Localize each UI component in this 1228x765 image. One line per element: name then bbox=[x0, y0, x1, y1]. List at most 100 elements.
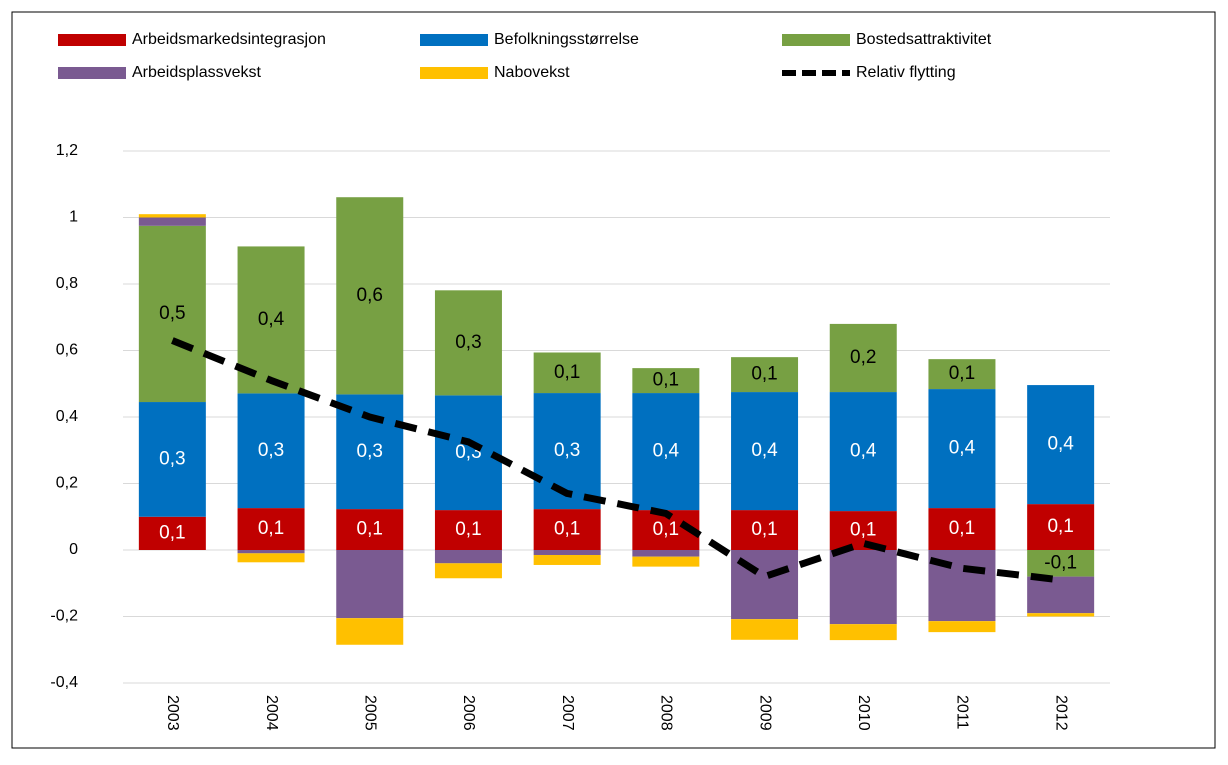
data-label: 0,1 bbox=[949, 518, 975, 539]
data-label: 0,4 bbox=[850, 441, 877, 462]
data-label: 0,1 bbox=[850, 520, 876, 541]
bar-segment bbox=[138, 225, 206, 403]
bar-segment bbox=[138, 402, 206, 517]
bar-segment bbox=[434, 395, 502, 511]
data-label: 0,1 bbox=[751, 519, 777, 540]
bar-segment bbox=[731, 510, 799, 550]
bar-segment bbox=[632, 368, 700, 394]
y-tick-label: 0 bbox=[69, 541, 78, 558]
data-label: 0,1 bbox=[949, 363, 975, 384]
data-label: 0,1 bbox=[751, 364, 777, 385]
line-series bbox=[171, 337, 1062, 584]
bar-segment bbox=[336, 618, 404, 645]
bar-segment bbox=[237, 550, 305, 554]
data-label: 0,1 bbox=[159, 522, 185, 543]
bar-segment bbox=[632, 550, 700, 557]
y-tick-label: 0,8 bbox=[56, 275, 78, 292]
bar-segment bbox=[336, 550, 404, 619]
legend-swatch bbox=[420, 34, 488, 46]
legend-label: Befolkningsstørrelse bbox=[494, 31, 639, 48]
data-label: 0,4 bbox=[653, 441, 680, 462]
bar-segment bbox=[138, 217, 206, 226]
data-label: 0,5 bbox=[159, 303, 185, 324]
data-label: 0,1 bbox=[258, 518, 284, 539]
data-label: 0,4 bbox=[1047, 434, 1074, 455]
bar-segment bbox=[1027, 550, 1095, 577]
legend-swatch bbox=[58, 67, 126, 79]
bar-segment bbox=[138, 516, 206, 550]
data-label: 0,2 bbox=[850, 347, 876, 368]
legend-label: Nabovekst bbox=[494, 64, 570, 81]
legend-label: Arbeidsmarkedsintegrasjon bbox=[132, 31, 326, 48]
x-tick-label: 2010 bbox=[855, 695, 872, 731]
legend-swatch bbox=[58, 34, 126, 46]
data-label: 0,4 bbox=[258, 309, 285, 330]
bar-segment bbox=[336, 197, 404, 395]
data-label: 0,4 bbox=[751, 440, 778, 461]
data-label: 0,3 bbox=[357, 441, 383, 462]
x-tick-label: 2009 bbox=[756, 695, 773, 731]
bar-segment bbox=[829, 323, 897, 393]
legend-label: Relativ flytting bbox=[856, 64, 956, 81]
bar-segment bbox=[533, 550, 601, 555]
bar-segment bbox=[731, 392, 799, 511]
data-label: 0,3 bbox=[554, 440, 580, 461]
bar-segment bbox=[829, 550, 897, 625]
bar-segment bbox=[731, 357, 799, 393]
y-tick-label: 0,4 bbox=[56, 408, 78, 425]
y-tick-label: 0,6 bbox=[56, 342, 78, 359]
y-tick-label: 1 bbox=[69, 209, 78, 226]
bar-segment bbox=[533, 509, 601, 550]
x-tick-label: 2007 bbox=[559, 695, 576, 731]
x-tick-label: 2008 bbox=[658, 695, 675, 731]
x-tick-label: 2011 bbox=[954, 695, 971, 730]
bar-segment bbox=[434, 563, 502, 579]
data-label: 0,6 bbox=[357, 285, 383, 306]
bar-segment bbox=[829, 511, 897, 550]
bar-segment bbox=[434, 290, 502, 396]
bar-segment bbox=[731, 619, 799, 640]
y-tick-label: 1,2 bbox=[56, 142, 78, 159]
bar-segment bbox=[237, 553, 305, 563]
data-label: 0,3 bbox=[258, 440, 284, 461]
bar-segment bbox=[829, 624, 897, 641]
data-label: 0,3 bbox=[159, 448, 185, 469]
x-tick-label: 2003 bbox=[164, 695, 181, 731]
bar-segment bbox=[928, 508, 996, 550]
bar-segment bbox=[237, 508, 305, 550]
legend-label: Arbeidsplassvekst bbox=[132, 64, 262, 81]
bar-segment bbox=[632, 556, 700, 567]
bar-segment bbox=[533, 352, 601, 394]
data-label: 0,4 bbox=[949, 438, 976, 459]
bar-segment bbox=[533, 554, 601, 565]
legend-label: Bostedsattraktivitet bbox=[856, 31, 992, 48]
bar-segment bbox=[928, 389, 996, 509]
data-label: 0,1 bbox=[554, 519, 580, 540]
data-label: 0,1 bbox=[357, 519, 383, 540]
data-label: 0,1 bbox=[653, 519, 679, 540]
data-label: 0,1 bbox=[554, 362, 580, 383]
data-label: -0,1 bbox=[1044, 552, 1077, 573]
x-tick-label: 2006 bbox=[460, 695, 477, 731]
bar-segment bbox=[829, 392, 897, 512]
legend-swatch bbox=[782, 34, 850, 46]
bar-segment bbox=[928, 621, 996, 633]
bar-segment bbox=[1027, 504, 1095, 550]
bar-segment bbox=[632, 393, 700, 511]
data-label: 0,3 bbox=[455, 332, 481, 353]
y-tick-label: 0,2 bbox=[56, 475, 78, 492]
bar-segment bbox=[336, 509, 404, 550]
bar-segment bbox=[928, 359, 996, 390]
bar-segment bbox=[237, 393, 305, 509]
y-tick-label: -0,4 bbox=[50, 674, 78, 691]
data-label: 0,1 bbox=[653, 370, 679, 391]
x-tick-label: 2012 bbox=[1052, 695, 1069, 731]
x-tick-label: 2004 bbox=[263, 695, 280, 731]
bar-segment bbox=[434, 510, 502, 550]
data-label: 0,1 bbox=[1047, 516, 1073, 537]
legend-swatch bbox=[420, 67, 488, 79]
y-tick-label: -0,2 bbox=[50, 608, 78, 625]
bar-segment bbox=[1027, 613, 1095, 617]
bar-segment bbox=[1027, 385, 1095, 505]
bar-segment bbox=[1027, 576, 1095, 614]
